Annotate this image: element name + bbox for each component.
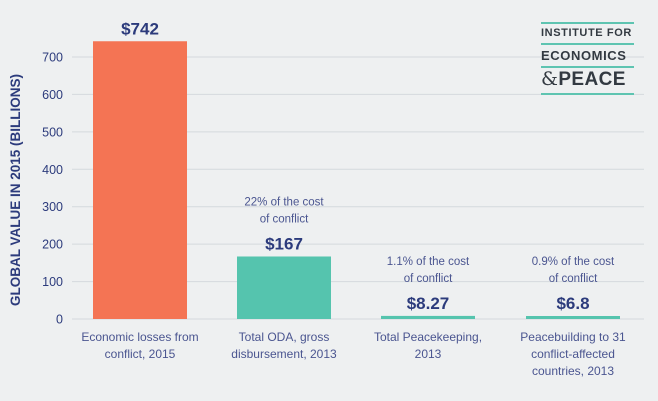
- category-label-4-line-1: Peacebuilding to 31: [520, 330, 626, 344]
- logo-line-peace: &PEACE: [541, 68, 634, 91]
- bar-4: [526, 316, 620, 319]
- annotation-2-line-2: of conflict: [260, 213, 309, 225]
- category-label-1-line-2: conflict, 2015: [105, 347, 176, 361]
- annotation-4-line-1: 0.9% of the cost: [532, 256, 615, 268]
- logo-peace-word: PEACE: [558, 69, 626, 90]
- bar-2: [237, 256, 331, 319]
- logo-line-institute: INSTITUTE FOR: [541, 27, 632, 39]
- annotation-2-line-1: 22% of the cost: [244, 196, 324, 208]
- logo-rule-bottom: [541, 93, 634, 95]
- x-axis-categories: Economic losses from conflict, 2015 Total …: [81, 330, 626, 378]
- y-tick-label-300: 300: [42, 200, 63, 214]
- logo-ampersand: &: [541, 68, 559, 90]
- logo-line-economics: ECONOMICS: [541, 48, 627, 63]
- bar-value-label-2: $167: [265, 234, 303, 253]
- bar-3: [381, 315, 475, 319]
- iep-logo: INSTITUTE FOR ECONOMICS &PEACE: [541, 22, 634, 95]
- category-label-2-line-1: Total ODA, gross: [239, 330, 330, 344]
- bar-1: [93, 41, 187, 320]
- logo-rule-lower: [541, 66, 634, 68]
- y-tick-label-500: 500: [42, 125, 63, 139]
- y-axis-label: GLOBAL VALUE IN 2015 (BILLIONS): [8, 74, 23, 306]
- logo-rule-top: [541, 22, 634, 24]
- category-label-3-line-2: 2013: [415, 347, 442, 361]
- annotation-3-line-1: 1.1% of the cost: [387, 256, 470, 268]
- category-label-4-line-2: conflict-affected: [531, 347, 615, 361]
- category-label-3-line-1: Total Peacekeeping,: [374, 330, 482, 344]
- bar-value-labels: $742 $167 $8.27 $6.8: [121, 19, 589, 313]
- y-tick-label-700: 700: [42, 50, 63, 64]
- annotations: 22% of the cost of conflict 1.1% of the co…: [244, 196, 615, 285]
- annotation-4-line-2: of conflict: [549, 273, 598, 285]
- y-tick-label-400: 400: [42, 163, 63, 177]
- bars: [93, 41, 620, 320]
- y-tick-label-0: 0: [56, 313, 63, 327]
- y-tick-label-200: 200: [42, 238, 63, 252]
- y-tick-label-600: 600: [42, 88, 63, 102]
- bar-value-label-4: $6.8: [556, 294, 589, 313]
- category-label-4-line-3: countries, 2013: [532, 364, 614, 378]
- category-label-2-line-2: disbursement, 2013: [231, 347, 337, 361]
- y-tick-label-100: 100: [42, 275, 63, 289]
- logo-rule-middle: [541, 43, 634, 45]
- y-axis-ticks: 0 100 200 300 400 500 600 700: [42, 50, 63, 326]
- bar-value-label-3: $8.27: [407, 294, 450, 313]
- annotation-3-line-2: of conflict: [404, 273, 453, 285]
- category-label-1-line-1: Economic losses from: [81, 330, 198, 344]
- bar-value-label-1: $742: [121, 19, 159, 38]
